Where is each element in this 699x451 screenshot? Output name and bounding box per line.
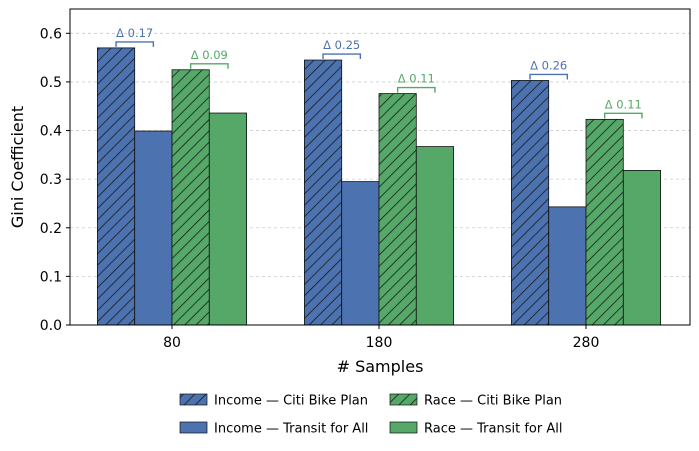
axes: 0.0 0.1 0.2 0.3 0.4 0.5 0.6 80 180 280 xyxy=(40,26,600,351)
delta-label: Δ 0.17 xyxy=(116,26,153,40)
x-tick-label: 280 xyxy=(573,335,600,351)
y-tick-label: 0.2 xyxy=(40,221,62,237)
x-axis-label: # Samples xyxy=(337,357,424,376)
bars xyxy=(97,47,661,326)
delta-annotations: Δ 0.17 Δ 0.09 Δ 0.25 Δ 0.11 Δ 0.26 Δ 0.11 xyxy=(115,26,643,119)
y-tick-label: 0.0 xyxy=(40,318,62,334)
delta-bracket xyxy=(603,112,643,119)
bar xyxy=(622,170,661,326)
x-tick-label: 180 xyxy=(366,335,393,351)
bar xyxy=(510,80,550,326)
plot-frame xyxy=(69,8,691,326)
delta-bracket xyxy=(529,73,569,80)
y-tick-label: 0.4 xyxy=(40,124,62,140)
y-tick-label: 0.3 xyxy=(40,172,62,188)
legend-swatch xyxy=(179,421,208,434)
legend: Income — Citi Bike Plan Race — Citi Bike … xyxy=(179,393,562,437)
delta-label: Δ 0.11 xyxy=(605,97,642,111)
y-tick-label: 0.6 xyxy=(40,26,62,42)
bar xyxy=(341,181,380,326)
bar xyxy=(97,47,136,326)
y-tick-label: 0.5 xyxy=(40,75,62,91)
delta-bracket xyxy=(115,41,155,47)
legend-label: Income — Citi Bike Plan xyxy=(214,394,368,409)
delta-bracket xyxy=(322,53,362,60)
bar xyxy=(585,118,624,326)
delta-label: Δ 0.26 xyxy=(530,58,567,72)
legend-label: Income — Transit for All xyxy=(214,422,368,437)
bar xyxy=(134,130,173,326)
y-tick-label: 0.1 xyxy=(40,269,62,285)
legend-swatch xyxy=(389,393,418,406)
bar xyxy=(415,146,454,326)
delta-bracket xyxy=(189,63,229,69)
x-tick-label: 80 xyxy=(163,335,181,351)
bar xyxy=(303,59,343,326)
delta-label: Δ 0.09 xyxy=(191,48,228,62)
delta-label: Δ 0.11 xyxy=(398,72,435,86)
delta-label: Δ 0.25 xyxy=(323,38,360,52)
bar xyxy=(171,69,210,326)
bar xyxy=(378,93,417,326)
legend-label: Race — Citi Bike Plan xyxy=(424,394,562,409)
delta-bracket xyxy=(396,86,436,93)
bar xyxy=(548,206,587,326)
bar xyxy=(208,112,248,326)
legend-label: Race — Transit for All xyxy=(424,422,562,437)
legend-swatch xyxy=(389,421,418,434)
y-axis-label: Gini Coefficient xyxy=(8,106,27,228)
legend-swatch xyxy=(179,393,208,406)
